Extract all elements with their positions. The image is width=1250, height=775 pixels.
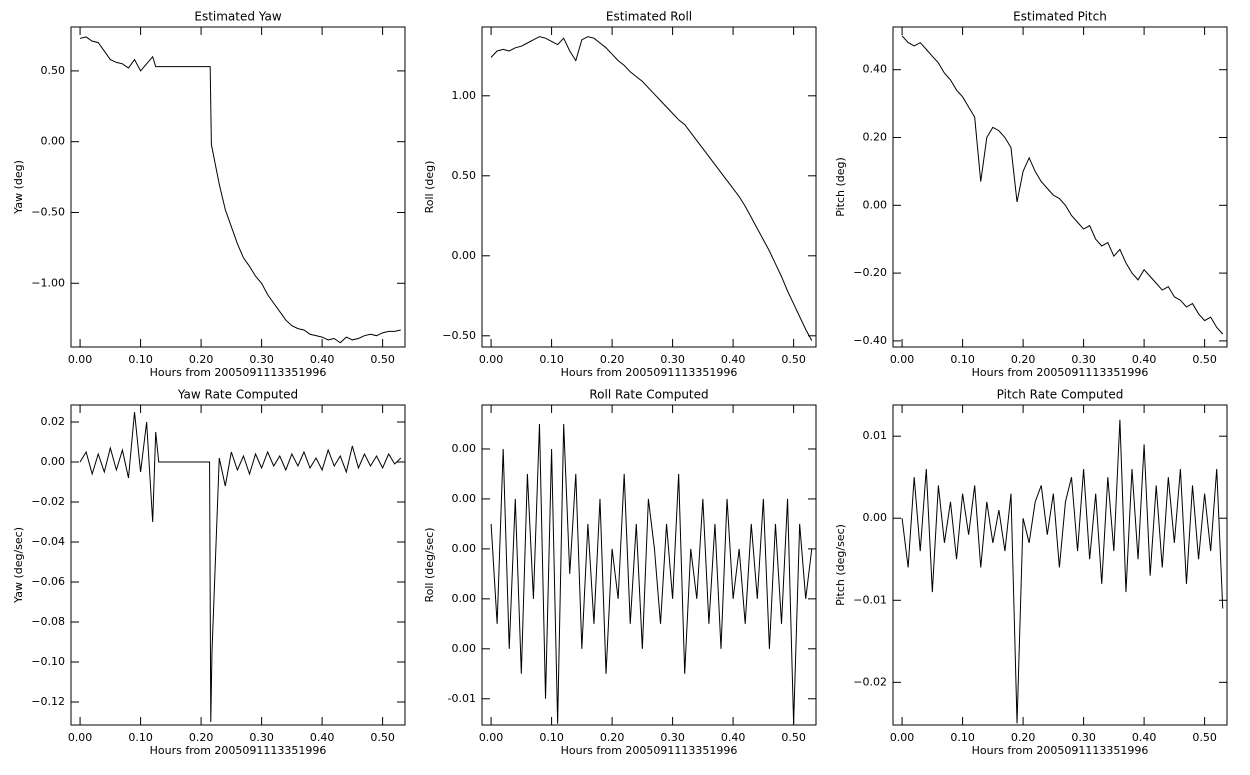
- y-tick-label: 0.00: [452, 249, 477, 262]
- axes-frame: [481, 404, 817, 726]
- x-tick-label: 0.10: [128, 731, 153, 744]
- y-axis-label: Pitch (deg): [834, 157, 847, 217]
- chart-title: Roll Rate Computed: [589, 388, 708, 402]
- x-tick-label: 0.30: [249, 731, 274, 744]
- y-tick-label: −0.08: [31, 615, 65, 628]
- y-tick-label: −0.20: [853, 266, 887, 279]
- x-tick-label: 0.40: [721, 353, 746, 366]
- y-tick-label: 0.00: [452, 642, 477, 655]
- x-tick-label: 0.00: [479, 353, 504, 366]
- data-line: [490, 36, 813, 341]
- x-tick-label: 0.30: [249, 353, 274, 366]
- y-tick-label: 0.00: [41, 135, 66, 148]
- y-axis-label: Pitch (deg/sec): [834, 524, 847, 606]
- y-tick-label: −0.04: [31, 535, 65, 548]
- y-tick-label: −0.02: [853, 675, 887, 688]
- x-tick-label: 0.30: [660, 353, 685, 366]
- y-axis-label: Yaw (deg/sec): [12, 527, 25, 604]
- y-axis-label: Yaw (deg): [12, 160, 25, 215]
- y-tick-label: 0.02: [41, 415, 66, 428]
- data-line: [901, 35, 1224, 335]
- x-tick-label: 0.10: [128, 353, 153, 366]
- y-axis-label: Roll (deg): [423, 161, 436, 214]
- y-tick-label: 0.00: [863, 198, 888, 211]
- x-tick-label: 0.40: [310, 731, 335, 744]
- y-tick-label: 0.00: [452, 492, 477, 505]
- y-tick-label: 0.00: [452, 442, 477, 455]
- x-tick-label: 0.10: [539, 731, 564, 744]
- axes-frame: [892, 404, 1228, 726]
- axes-frame: [70, 26, 406, 348]
- y-tick-label: −0.06: [31, 575, 65, 588]
- y-tick-label: −0.10: [31, 655, 65, 668]
- y-tick-label: 0.01: [863, 429, 888, 442]
- data-line: [901, 419, 1224, 724]
- data-line: [79, 411, 402, 723]
- x-tick-label: 0.50: [781, 731, 806, 744]
- x-tick-label: 0.30: [1071, 731, 1096, 744]
- y-tick-label: 1.00: [452, 89, 477, 102]
- x-tick-label: 0.50: [781, 353, 806, 366]
- y-tick-label: 0.50: [41, 64, 66, 77]
- y-tick-label: 0.00: [452, 542, 477, 555]
- x-axis-label: Hours from 2005091113351996: [561, 744, 738, 757]
- x-axis-label: Hours from 2005091113351996: [972, 744, 1149, 757]
- x-axis-label: Hours from 2005091113351996: [972, 366, 1149, 379]
- y-tick-label: −0.40: [853, 334, 887, 347]
- y-tick-label: −0.50: [442, 329, 476, 342]
- x-tick-label: 0.20: [1011, 353, 1036, 366]
- y-tick-label: 0.00: [863, 511, 888, 524]
- y-tick-label: -0.01: [448, 692, 476, 705]
- x-tick-label: 0.20: [1011, 731, 1036, 744]
- x-tick-label: 0.20: [600, 353, 625, 366]
- x-tick-label: 0.40: [1132, 731, 1157, 744]
- axes-frame: [70, 404, 406, 726]
- y-tick-label: 0.40: [863, 63, 888, 76]
- x-tick-label: 0.40: [1132, 353, 1157, 366]
- x-tick-label: 0.20: [189, 731, 214, 744]
- x-tick-label: 0.50: [1192, 731, 1217, 744]
- y-tick-label: −1.00: [31, 276, 65, 289]
- y-tick-label: −0.02: [31, 495, 65, 508]
- data-line: [490, 423, 813, 724]
- x-tick-label: 0.40: [721, 731, 746, 744]
- x-axis-label: Hours from 2005091113351996: [150, 366, 327, 379]
- y-tick-label: −0.01: [853, 593, 887, 606]
- data-line: [79, 36, 401, 344]
- y-tick-label: 0.50: [452, 169, 477, 182]
- x-tick-label: 0.40: [310, 353, 335, 366]
- x-tick-label: 0.30: [660, 731, 685, 744]
- x-tick-label: 0.00: [68, 731, 93, 744]
- chart-title: Pitch Rate Computed: [997, 388, 1124, 402]
- x-axis-label: Hours from 2005091113351996: [150, 744, 327, 757]
- x-tick-label: 0.10: [950, 731, 975, 744]
- y-tick-label: 0.00: [452, 592, 477, 605]
- x-tick-label: 0.50: [370, 353, 395, 366]
- x-tick-label: 0.20: [600, 731, 625, 744]
- axes-frame: [892, 26, 1228, 348]
- chart-title: Estimated Roll: [606, 10, 692, 24]
- x-axis-label: Hours from 2005091113351996: [561, 366, 738, 379]
- y-tick-label: 0.00: [41, 455, 66, 468]
- chart-title: Estimated Yaw: [194, 10, 281, 24]
- chart-title: Estimated Pitch: [1013, 10, 1107, 24]
- y-tick-label: 0.20: [863, 131, 888, 144]
- x-tick-label: 0.30: [1071, 353, 1096, 366]
- axes-frame: [481, 26, 817, 348]
- x-tick-label: 0.00: [479, 731, 504, 744]
- x-tick-label: 0.00: [890, 353, 915, 366]
- x-tick-label: 0.00: [68, 353, 93, 366]
- y-tick-label: −0.50: [31, 205, 65, 218]
- x-tick-label: 0.20: [189, 353, 214, 366]
- x-tick-label: 0.50: [1192, 353, 1217, 366]
- x-tick-label: 0.00: [890, 731, 915, 744]
- y-tick-label: −0.12: [31, 695, 65, 708]
- x-tick-label: 0.10: [539, 353, 564, 366]
- x-tick-label: 0.50: [370, 731, 395, 744]
- chart-title: Yaw Rate Computed: [177, 388, 298, 402]
- y-axis-label: Roll (deg/sec): [423, 527, 436, 602]
- x-tick-label: 0.10: [950, 353, 975, 366]
